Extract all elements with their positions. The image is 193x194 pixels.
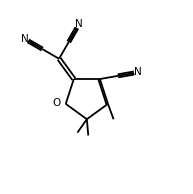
- Text: N: N: [75, 19, 83, 29]
- Text: N: N: [134, 67, 142, 77]
- Text: O: O: [52, 98, 60, 108]
- Text: N: N: [21, 34, 28, 44]
